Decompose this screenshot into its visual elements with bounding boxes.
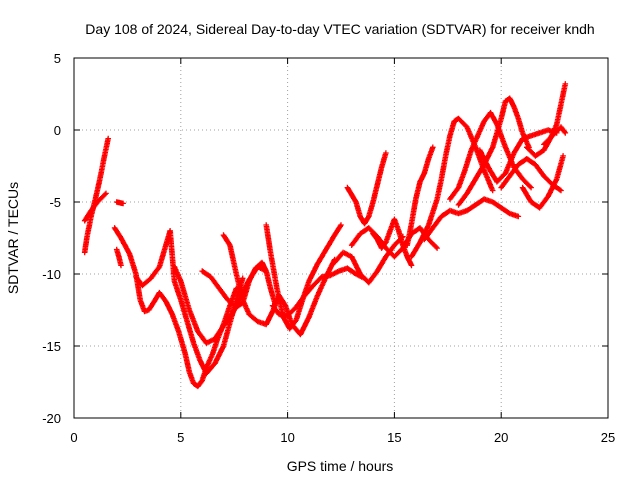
series-track xyxy=(113,199,126,207)
series-track xyxy=(447,109,534,202)
y-tick-label: -20 xyxy=(42,411,61,426)
series-track xyxy=(81,190,109,224)
y-tick-label: -10 xyxy=(42,267,61,282)
x-tick-label: 10 xyxy=(280,430,294,445)
y-axis-title: SDTVAR / TECUs xyxy=(5,182,21,294)
series-markers xyxy=(113,199,126,207)
series-markers xyxy=(477,127,560,185)
series-track xyxy=(408,115,496,260)
y-tick-label: -5 xyxy=(49,195,61,210)
y-tick-label: 5 xyxy=(54,51,61,66)
series-track xyxy=(455,95,532,208)
series-markers xyxy=(81,190,109,224)
grid-layer xyxy=(74,58,608,418)
data-marks xyxy=(81,81,569,390)
plot-frame xyxy=(73,57,609,419)
series-markers xyxy=(408,115,496,260)
series-markers xyxy=(113,246,124,269)
series-track xyxy=(111,225,240,390)
x-tick-label: 0 xyxy=(70,430,77,445)
x-tick-label: 15 xyxy=(387,430,401,445)
x-tick-label: 5 xyxy=(177,430,184,445)
series-track xyxy=(519,153,566,211)
series-markers xyxy=(455,95,532,208)
series-markers xyxy=(370,216,415,269)
x-tick-label: 25 xyxy=(601,430,615,445)
series-track xyxy=(421,196,522,243)
series-markers xyxy=(269,265,368,319)
series-markers xyxy=(404,144,436,248)
series-markers xyxy=(199,259,278,310)
x-tick-label: 20 xyxy=(494,430,508,445)
series-markers xyxy=(344,150,389,227)
series-track xyxy=(331,233,406,286)
series-markers xyxy=(263,222,344,332)
series-track xyxy=(404,144,436,248)
series-track xyxy=(269,265,368,319)
axis-ticks: 0 5 10 15 20 25 -20 -15 -10 -5 0 5 xyxy=(42,51,615,445)
chart-title: Day 108 of 2024, Sidereal Day-to-day VTE… xyxy=(85,21,594,37)
series-track xyxy=(199,259,278,310)
series-markers xyxy=(331,233,406,286)
series-markers xyxy=(541,124,569,148)
series-track xyxy=(220,232,338,338)
y-tick-label: -15 xyxy=(42,339,61,354)
series-track xyxy=(541,124,569,148)
series-track xyxy=(370,216,415,269)
series-track xyxy=(344,150,389,227)
series-markers xyxy=(220,232,338,338)
series-markers xyxy=(111,225,240,390)
y-tick-label: 0 xyxy=(54,123,61,138)
series-track xyxy=(477,127,560,185)
series-markers xyxy=(447,109,534,202)
x-axis-title: GPS time / hours xyxy=(287,458,394,474)
series-track xyxy=(263,222,344,332)
series-track xyxy=(113,246,124,269)
series-markers xyxy=(519,153,566,211)
series-markers xyxy=(421,196,522,243)
